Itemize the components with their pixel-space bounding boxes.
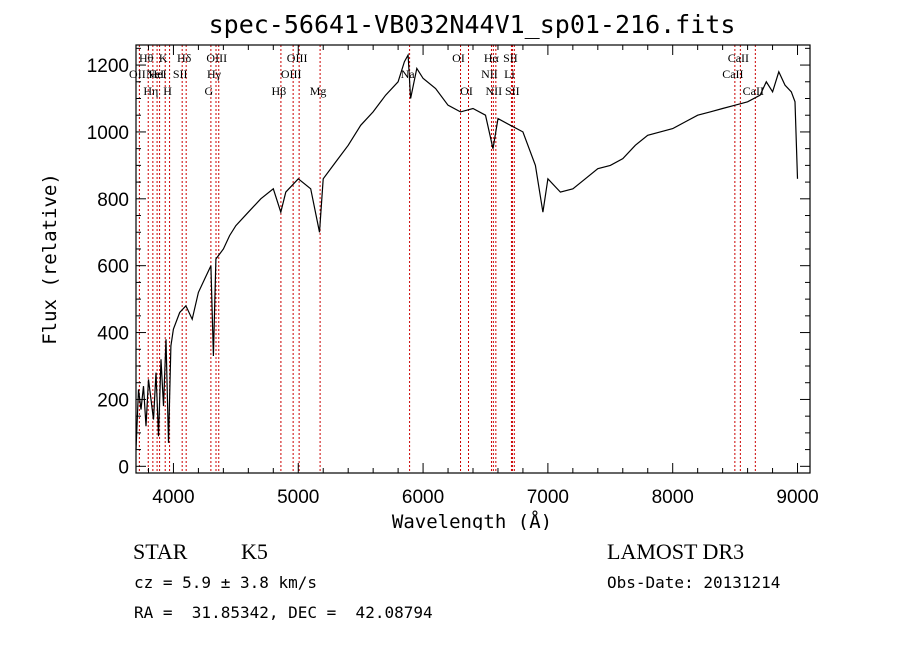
line-label-27: CaII <box>743 84 764 98</box>
x-tick-label: 9000 <box>776 487 818 508</box>
chart-title: spec-56641-VB032N44V1_sp01-216.fits <box>209 10 736 39</box>
line-label-7: SII <box>173 67 188 81</box>
y-tick-label: 1200 <box>87 56 129 77</box>
line-label-14: OIII <box>287 51 308 65</box>
line-label-6: H <box>163 84 172 98</box>
x-tick-label: 4000 <box>152 487 194 508</box>
line-label-15: Mg <box>310 84 327 98</box>
line-label-10: Hγ <box>207 67 222 81</box>
line-label-11: OIII <box>206 51 227 65</box>
object-class: STAR <box>133 539 188 564</box>
sky-coordinates: RA = 31.85342, DEC = 42.08794 <box>134 603 433 622</box>
y-axis-label: Flux (relative) <box>39 173 61 345</box>
line-label-4: HeI <box>149 67 167 81</box>
line-label-20: Hα <box>484 51 500 65</box>
line-label-16: Na <box>401 67 416 81</box>
line-markers <box>138 45 756 473</box>
spectrum-chart: spec-56641-VB032N44V1_sp01-216.fits 4000… <box>39 10 819 530</box>
x-axis-label: Wavelength (Å) <box>392 510 552 530</box>
y-axis-ticks: 0 200 400 600 800 1000 1200 <box>87 47 810 478</box>
line-label-18: OI <box>460 84 473 98</box>
line-label-9: G <box>205 84 214 98</box>
y-tick-label: 0 <box>118 457 129 478</box>
y-tick-label: 800 <box>97 190 129 211</box>
line-label-8: Hδ <box>177 51 192 65</box>
x-tick-label: 5000 <box>277 487 319 508</box>
line-label-25: CaII <box>722 67 743 81</box>
x-tick-label: 6000 <box>402 487 444 508</box>
object-subclass: K5 <box>241 539 268 564</box>
line-label-13: OIII <box>281 67 302 81</box>
observation-date: Obs-Date: 20131214 <box>607 573 781 592</box>
y-tick-label: 400 <box>97 324 129 345</box>
line-label-1: Hθ <box>139 51 154 65</box>
survey-name: LAMOST DR3 <box>607 539 745 564</box>
line-label-17: OI <box>452 51 465 65</box>
x-axis-ticks: 4000 5000 6000 7000 8000 9000 <box>147 45 819 508</box>
line-label-26: CaII <box>728 51 749 65</box>
line-label-22: Li <box>504 67 515 81</box>
line-label-5: K <box>159 51 168 65</box>
line-labels: OIIHθHηNeIHeIKHSIIHδGHγOIIIHβOIIIOIIIMgN… <box>129 51 764 98</box>
x-tick-label: 8000 <box>652 487 694 508</box>
line-label-21: NII <box>486 84 503 98</box>
plot-frame <box>135 44 811 474</box>
line-label-0: OII <box>129 67 146 81</box>
spectrum-line <box>135 52 799 450</box>
line-label-19: NII <box>481 67 498 81</box>
line-label-3: NeI <box>146 67 164 81</box>
y-tick-label: 1000 <box>87 123 129 144</box>
x-tick-label: 7000 <box>527 487 569 508</box>
line-label-23: SII <box>503 51 518 65</box>
y-tick-label: 200 <box>97 390 129 411</box>
line-label-24: SII <box>505 84 520 98</box>
line-label-2: Hη <box>143 84 158 98</box>
redshift-velocity: cz = 5.9 ± 3.8 km/s <box>134 573 318 592</box>
y-tick-label: 600 <box>97 257 129 278</box>
line-label-12: Hβ <box>272 84 287 98</box>
